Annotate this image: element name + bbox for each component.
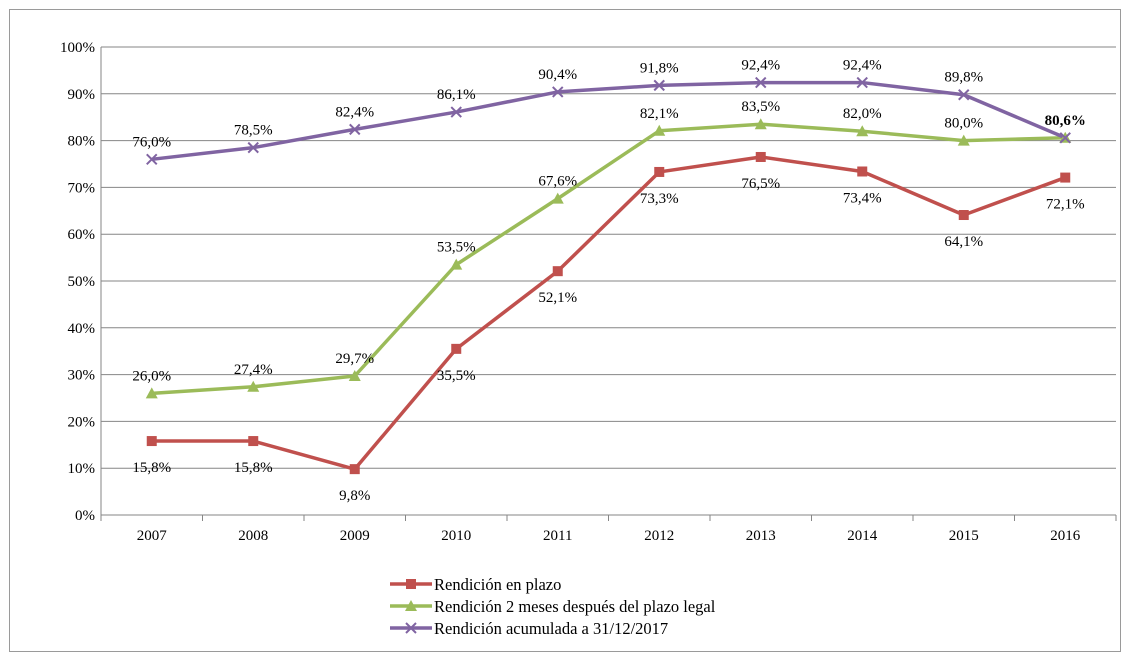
legend-marker bbox=[405, 622, 417, 634]
data-point bbox=[957, 134, 970, 146]
data-label: 80,6% bbox=[1045, 113, 1086, 129]
data-point bbox=[552, 86, 564, 98]
series-line-2 bbox=[151, 122, 1066, 396]
data-point bbox=[1059, 132, 1071, 144]
data-label: 27,4% bbox=[234, 362, 273, 378]
x-tick-label: 2016 bbox=[1050, 528, 1081, 544]
data-label: 35,5% bbox=[437, 368, 476, 384]
data-point bbox=[450, 258, 463, 270]
legend-entry: Rendición acumulada a 31/12/2017 bbox=[434, 619, 668, 638]
legend-entry: Rendición en plazo bbox=[434, 575, 561, 594]
data-label: 82,0% bbox=[843, 106, 882, 122]
x-tick-label: 2009 bbox=[340, 528, 370, 544]
data-label: 83,5% bbox=[741, 99, 780, 115]
data-point bbox=[654, 166, 665, 177]
data-point bbox=[857, 166, 868, 177]
data-label: 29,7% bbox=[335, 351, 374, 367]
data-label: 73,3% bbox=[640, 191, 679, 207]
data-label: 76,5% bbox=[741, 176, 780, 192]
y-tick-label: 10% bbox=[68, 461, 96, 477]
x-tick-label: 2012 bbox=[644, 528, 674, 544]
y-tick-label: 60% bbox=[68, 227, 96, 243]
data-label: 9,8% bbox=[339, 488, 370, 504]
y-tick-label: 100% bbox=[60, 40, 95, 56]
data-point bbox=[450, 106, 462, 118]
data-label: 91,8% bbox=[640, 60, 679, 76]
data-point bbox=[551, 192, 564, 204]
data-label: 52,1% bbox=[538, 290, 577, 306]
data-point bbox=[248, 436, 259, 447]
data-point bbox=[958, 210, 969, 221]
data-label: 92,4% bbox=[741, 58, 780, 74]
y-tick-label: 40% bbox=[68, 321, 96, 337]
data-label: 86,1% bbox=[437, 87, 476, 103]
y-tick-label: 20% bbox=[68, 414, 96, 430]
y-tick-label: 30% bbox=[68, 368, 96, 384]
data-point bbox=[247, 141, 259, 154]
data-point bbox=[348, 370, 361, 382]
data-label: 82,1% bbox=[640, 106, 679, 122]
data-point bbox=[451, 343, 462, 354]
line-chart: 0% 10% 20% 30% 40% 50% 60% 70% 80% 90% 100% 2007 200… bbox=[60, 40, 1117, 638]
x-tick-label: 2007 bbox=[137, 528, 168, 544]
x-tick-label: 2008 bbox=[238, 528, 268, 544]
series-line-1 bbox=[151, 155, 1066, 471]
data-point bbox=[349, 123, 361, 136]
x-tick-label: 2011 bbox=[543, 528, 572, 544]
data-point bbox=[755, 151, 766, 162]
legend-marker bbox=[405, 600, 417, 611]
data-point bbox=[349, 464, 360, 475]
data-label: 92,4% bbox=[843, 58, 882, 74]
data-label: 90,4% bbox=[538, 67, 577, 83]
data-label: 64,1% bbox=[944, 234, 983, 250]
data-point bbox=[1060, 172, 1071, 183]
data-point bbox=[653, 79, 665, 92]
data-point bbox=[856, 125, 869, 137]
data-point bbox=[958, 89, 970, 101]
x-tick-label: 2015 bbox=[949, 528, 979, 544]
data-label: 72,1% bbox=[1046, 197, 1085, 213]
chart-frame: 0% 10% 20% 30% 40% 50% 60% 70% 80% 90% 100% 2007 200… bbox=[9, 9, 1121, 652]
x-tick-label: 2013 bbox=[746, 528, 776, 544]
data-label: 89,8% bbox=[944, 70, 983, 86]
x-tick-label: 2010 bbox=[441, 528, 471, 544]
data-label: 73,4% bbox=[843, 190, 882, 206]
data-label: 67,6% bbox=[538, 174, 577, 190]
data-point bbox=[755, 76, 767, 89]
y-tick-label: 0% bbox=[75, 508, 95, 524]
data-point bbox=[653, 124, 666, 136]
data-label: 78,5% bbox=[234, 123, 273, 139]
data-point bbox=[146, 436, 157, 447]
data-point bbox=[247, 380, 260, 392]
y-tick-label: 70% bbox=[68, 180, 96, 196]
y-tick-label: 80% bbox=[68, 134, 96, 150]
y-tick-label: 50% bbox=[68, 274, 96, 290]
data-label: 82,4% bbox=[335, 104, 374, 120]
data-point bbox=[552, 266, 563, 277]
data-label: 15,8% bbox=[234, 460, 273, 476]
series-line-3 bbox=[151, 80, 1066, 162]
data-label: 76,0% bbox=[132, 134, 171, 150]
data-label: 80,0% bbox=[944, 116, 983, 132]
data-point bbox=[754, 118, 767, 130]
x-tick-label: 2014 bbox=[847, 528, 878, 544]
data-point bbox=[146, 153, 158, 166]
legend-marker bbox=[406, 579, 416, 589]
legend-entry: Rendición 2 meses después del plazo lega… bbox=[434, 597, 716, 616]
data-point bbox=[856, 76, 868, 89]
data-label: 15,8% bbox=[132, 460, 171, 476]
data-point bbox=[145, 387, 158, 399]
data-label: 26,0% bbox=[132, 368, 171, 384]
y-tick-label: 90% bbox=[68, 87, 96, 103]
data-label: 53,5% bbox=[437, 240, 476, 256]
